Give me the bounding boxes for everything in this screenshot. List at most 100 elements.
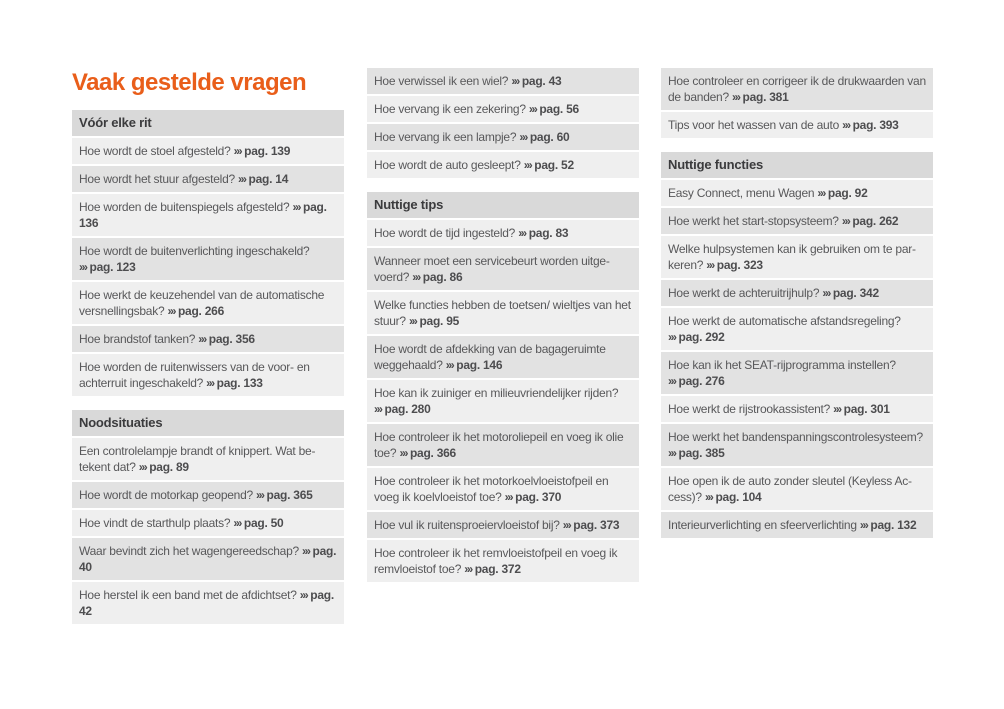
faq-question: Hoe wordt de buitenverlichting ingeschak… — [79, 244, 310, 258]
faq-item: Interieurverlichting en sfeerverlichting… — [661, 512, 933, 538]
page-ref-link[interactable]: ››› pag. 262 — [841, 214, 899, 228]
page-ref-link[interactable]: ››› pag. 381 — [731, 90, 789, 104]
page-title: Vaak gestelde vragen — [72, 69, 307, 96]
faq-question: Hoe werkt de rijstrookassistent? — [668, 402, 834, 416]
triple-chevron-icon: ››› — [198, 332, 207, 346]
faq-question: Hoe brandstof tanken? — [79, 332, 199, 346]
faq-question: Hoe worden de buitenspiegels afgesteld? — [79, 200, 293, 214]
page-ref-link[interactable]: ››› pag. 56 — [528, 102, 579, 116]
triple-chevron-icon: ››› — [79, 260, 88, 274]
triple-chevron-icon: ››› — [833, 402, 842, 416]
triple-chevron-icon: ››› — [299, 588, 309, 602]
page-ref-link[interactable]: ››› pag. 373 — [562, 518, 620, 532]
faq-question: Wanneer moet een servicebeurt worden uit… — [374, 254, 610, 284]
faq-item: Hoe wordt de afdekking van de bagageruim… — [367, 336, 639, 378]
faq-question: Hoe worden de ruitenwissers van de voor-… — [79, 360, 310, 390]
faq-question: Welke hulpsystemen kan ik gebruiken om t… — [668, 242, 916, 272]
faq-question: Hoe wordt de tijd ingesteld? — [374, 226, 519, 240]
faq-item: Hoe werkt de automatische afstandsregeli… — [661, 308, 933, 350]
page-ref-link[interactable]: ››› pag. 42 — [79, 588, 334, 618]
page-ref-link[interactable]: ››› pag. 52 — [523, 158, 574, 172]
section-header: Nuttige tips — [367, 192, 639, 218]
faq-item: Hoe vervang ik een lampje? ››› pag. 60 — [367, 124, 639, 150]
section-header: Nuttige functies — [661, 152, 933, 178]
triple-chevron-icon: ››› — [518, 226, 527, 240]
triple-chevron-icon: ››› — [374, 402, 383, 416]
faq-question: Hoe wordt de auto gesleept? — [374, 158, 524, 172]
page-ref-link[interactable]: ››› pag. 385 — [668, 446, 725, 460]
faq-question: Welke functies hebben de toetsen/ wieltj… — [374, 298, 631, 328]
triple-chevron-icon: ››› — [817, 186, 826, 200]
faq-item: Een controlelampje brandt of knippert. W… — [72, 438, 344, 480]
page-ref-link[interactable]: ››› pag. 43 — [511, 74, 562, 88]
page-ref-link[interactable]: ››› pag. 393 — [842, 118, 899, 132]
triple-chevron-icon: ››› — [302, 544, 311, 558]
page-ref-link[interactable]: ››› pag. 365 — [256, 488, 313, 502]
faq-question: Interieurverlichting en sfeerverlichting — [668, 518, 860, 532]
page-ref-link[interactable]: ››› pag. 40 — [79, 544, 337, 574]
faq-item: Hoe herstel ik een band met de afdichtse… — [72, 582, 344, 624]
triple-chevron-icon: ››› — [138, 460, 148, 474]
faq-item: Hoe worden de buitenspiegels afgesteld? … — [72, 194, 344, 236]
triple-chevron-icon: ››› — [233, 144, 243, 158]
triple-chevron-icon: ››› — [233, 516, 242, 530]
faq-question: Hoe controleer ik het motoroliepeil en v… — [374, 430, 624, 460]
faq-question: Hoe controleer ik het motorkoelvloeistof… — [374, 474, 609, 504]
page-ref-link[interactable]: ››› pag. 50 — [233, 516, 284, 530]
faq-item: Hoe wordt de stoel afgesteld? ››› pag. 13… — [72, 138, 344, 164]
page-ref-link[interactable]: ››› pag. 123 — [79, 260, 136, 274]
faq-item: Wanneer moet een servicebeurt worden uit… — [367, 248, 639, 290]
triple-chevron-icon: ››› — [562, 518, 572, 532]
page-ref-link[interactable]: ››› pag. 139 — [233, 144, 291, 158]
faq-question: Hoe verwissel ik een wiel? — [374, 74, 512, 88]
faq-item: Hoe werkt het bandenspanningscontrolesys… — [661, 424, 933, 466]
page-ref-link[interactable]: ››› pag. 133 — [206, 376, 263, 390]
page-ref-link[interactable]: ››› pag. 301 — [833, 402, 890, 416]
page-ref-link[interactable]: ››› pag. 372 — [464, 562, 521, 576]
faq-item: Hoe controleer ik het remvloeistofpeil e… — [367, 540, 639, 582]
faq-question: Hoe werkt het start-stopsysteem? — [668, 214, 842, 228]
triple-chevron-icon: ››› — [841, 214, 851, 228]
triple-chevron-icon: ››› — [167, 304, 176, 318]
page-ref-link[interactable]: ››› pag. 14 — [238, 172, 289, 186]
triple-chevron-icon: ››› — [528, 102, 538, 116]
faq-question: Hoe vul ik ruitensproeiervloeistof bij? — [374, 518, 563, 532]
page-ref-link[interactable]: ››› pag. 266 — [167, 304, 224, 318]
page-ref-link[interactable]: ››› pag. 86 — [412, 270, 463, 284]
page-ref-link[interactable]: ››› pag. 92 — [817, 186, 868, 200]
faq-question: Hoe kan ik het SEAT-rijprogramma instell… — [668, 358, 896, 372]
page-ref-link[interactable]: ››› pag. 342 — [822, 286, 879, 300]
page-ref-link[interactable]: ››› pag. 104 — [704, 490, 762, 504]
page-ref-link[interactable]: ››› pag. 366 — [399, 446, 456, 460]
page-ref-link[interactable]: ››› pag. 276 — [668, 374, 725, 388]
triple-chevron-icon: ››› — [731, 90, 741, 104]
faq-item: Hoe wordt de tijd ingesteld? ››› pag. 83 — [367, 220, 639, 246]
column-3: Hoe controleer en corrigeer ik de drukwa… — [661, 68, 933, 540]
faq-item: Hoe werkt de keuzehendel van de automati… — [72, 282, 344, 324]
triple-chevron-icon: ››› — [668, 330, 677, 344]
faq-question: Hoe vervang ik een zekering? — [374, 102, 529, 116]
faq-question: Hoe wordt de motorkap geopend? — [79, 488, 257, 502]
faq-item: Hoe brandstof tanken? ››› pag. 356 — [72, 326, 344, 352]
triple-chevron-icon: ››› — [704, 490, 714, 504]
page-ref-link[interactable]: ››› pag. 292 — [668, 330, 725, 344]
page-ref-link[interactable]: ››› pag. 356 — [198, 332, 255, 346]
faq-item: Hoe kan ik het SEAT-rijprogramma instell… — [661, 352, 933, 394]
page-ref-link[interactable]: ››› pag. 95 — [408, 314, 460, 328]
triple-chevron-icon: ››› — [859, 518, 869, 532]
triple-chevron-icon: ››› — [668, 446, 677, 460]
page-ref-link[interactable]: ››› pag. 146 — [445, 358, 503, 372]
page-ref-link[interactable]: ››› pag. 132 — [859, 518, 917, 532]
page-ref-link[interactable]: ››› pag. 323 — [706, 258, 763, 272]
page-ref-link[interactable]: ››› pag. 89 — [138, 460, 189, 474]
page-ref-link[interactable]: ››› pag. 83 — [518, 226, 569, 240]
faq-question: Hoe open ik de auto zonder sleutel (Keyl… — [668, 474, 912, 504]
page-ref-link[interactable]: ››› pag. 280 — [374, 402, 431, 416]
triple-chevron-icon: ››› — [842, 118, 851, 132]
page-ref-link[interactable]: ››› pag. 370 — [504, 490, 562, 504]
page-ref-link[interactable]: ››› pag. 136 — [79, 200, 327, 230]
page-ref-link[interactable]: ››› pag. 60 — [519, 130, 570, 144]
section-header: Noodsituaties — [72, 410, 344, 436]
faq-question: Hoe controleer en corrigeer ik de drukwa… — [668, 74, 926, 104]
